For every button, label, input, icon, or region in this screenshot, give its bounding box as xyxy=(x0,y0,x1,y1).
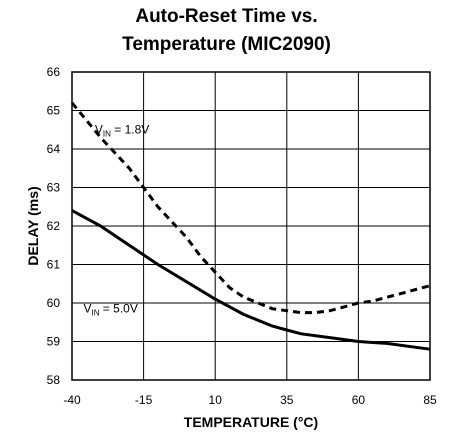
y-tick-label: 58 xyxy=(47,373,61,387)
series-annotation-2: VIN = 5.0V xyxy=(83,302,137,318)
x-tick-label: 10 xyxy=(209,393,223,407)
x-tick-label: 85 xyxy=(423,393,437,407)
x-tick-labels: -40 -15 10 35 60 85 xyxy=(63,393,437,407)
grid xyxy=(72,72,430,380)
series-annotation-1: VIN = 1.8V xyxy=(95,123,149,139)
y-tick-label: 63 xyxy=(47,181,61,195)
y-tick-label: 64 xyxy=(47,142,61,156)
series-line-2 xyxy=(72,211,430,350)
annotations: VIN = 1.8V VIN = 5.0V xyxy=(83,123,149,318)
x-tick-label: 60 xyxy=(352,393,366,407)
y-tick-label: 59 xyxy=(47,335,61,349)
y-tick-label: 66 xyxy=(47,65,61,79)
y-axis-label: DELAY (ms) xyxy=(25,186,41,265)
y-tick-label: 65 xyxy=(47,104,61,118)
y-tick-label: 61 xyxy=(47,258,61,272)
x-tick-label: 35 xyxy=(280,393,294,407)
x-tick-label: -15 xyxy=(135,393,153,407)
y-tick-label: 62 xyxy=(47,219,61,233)
x-axis-label: TEMPERATURE (°C) xyxy=(184,414,318,430)
y-tick-label: 60 xyxy=(47,296,61,310)
y-tick-labels: 58 59 60 61 62 63 64 65 66 xyxy=(47,65,61,387)
x-tick-label: -40 xyxy=(63,393,81,407)
